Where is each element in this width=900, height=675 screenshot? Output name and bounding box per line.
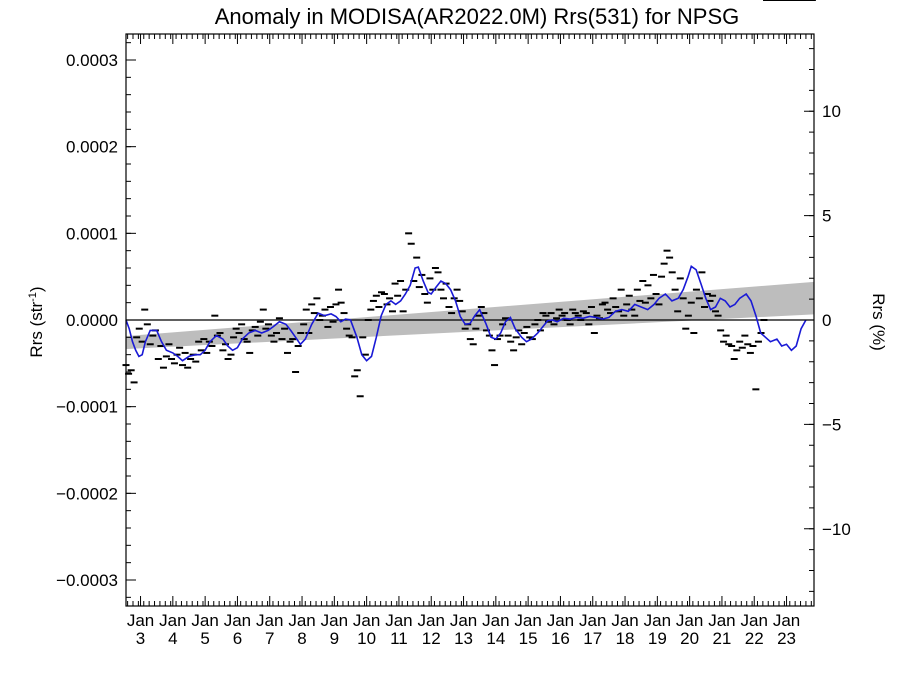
x-tick-year-11: 14 (486, 629, 505, 648)
x-tick-month-5: Jan (288, 611, 315, 630)
x-tick-month-10: Jan (450, 611, 477, 630)
x-tick-month-20: Jan (773, 611, 800, 630)
x-tick-year-6: 9 (330, 629, 339, 648)
x-tick-year-19: 22 (745, 629, 764, 648)
x-tick-month-2: Jan (191, 611, 218, 630)
right-tick-label-4: −10 (822, 520, 851, 539)
x-tick-year-5: 8 (297, 629, 306, 648)
x-tick-month-6: Jan (321, 611, 348, 630)
left-y-axis: 0.0003 0.0002 0.0001 0.0000 −0.0001 −0.0002 −0… (56, 51, 136, 590)
monthly-points (122, 0, 816, 398)
left-tick-label-1: 0.0002 (66, 138, 118, 157)
minor-ticks (126, 34, 814, 606)
x-tick-year-0: 3 (136, 629, 145, 648)
x-tick-year-7: 10 (357, 629, 376, 648)
left-tick-label-6: −0.0003 (56, 571, 118, 590)
left-tick-label-0: 0.0003 (66, 51, 118, 70)
x-tick-month-18: Jan (708, 611, 735, 630)
x-tick-year-14: 17 (583, 629, 602, 648)
left-tick-label-5: −0.0002 (56, 484, 118, 503)
x-tick-year-18: 21 (712, 629, 731, 648)
left-tick-label-3: 0.0000 (66, 311, 118, 330)
x-tick-year-16: 19 (648, 629, 667, 648)
x-tick-month-14: Jan (579, 611, 606, 630)
x-tick-month-17: Jan (676, 611, 703, 630)
x-tick-month-8: Jan (385, 611, 412, 630)
x-tick-month-12: Jan (514, 611, 541, 630)
right-tick-label-2: 0 (822, 311, 831, 330)
right-tick-label-0: 10 (822, 102, 841, 121)
x-tick-month-9: Jan (418, 611, 445, 630)
x-tick-year-10: 13 (454, 629, 473, 648)
x-tick-month-1: Jan (159, 611, 186, 630)
left-y-label-superscript: -1 (27, 292, 39, 302)
x-tick-month-3: Jan (224, 611, 251, 630)
x-tick-year-9: 12 (422, 629, 441, 648)
chart-title: Anomaly in MODISA(AR2022.0M) Rrs(531) fo… (215, 4, 740, 29)
x-tick-year-13: 16 (551, 629, 570, 648)
x-tick-year-17: 20 (680, 629, 699, 648)
left-tick-label-2: 0.0001 (66, 224, 118, 243)
x-tick-year-1: 4 (168, 629, 177, 648)
x-tick-year-20: 23 (777, 629, 796, 648)
x-tick-month-19: Jan (741, 611, 768, 630)
right-tick-label-1: 5 (822, 207, 831, 226)
x-tick-year-3: 6 (233, 629, 242, 648)
left-y-axis-label: Rrs (str-1) (27, 286, 46, 357)
x-axis: Jan3Jan4Jan5Jan6Jan7Jan8Jan9Jan10Jan11Ja… (127, 34, 800, 648)
left-y-label-close: ) (27, 286, 46, 292)
x-tick-month-4: Jan (256, 611, 283, 630)
plot-area (122, 0, 816, 607)
x-tick-year-8: 11 (390, 629, 408, 648)
x-tick-month-11: Jan (482, 611, 509, 630)
right-y-axis-label: Rrs (%) (869, 293, 888, 351)
x-tick-month-7: Jan (353, 611, 380, 630)
x-tick-year-15: 18 (616, 629, 635, 648)
right-y-axis: 10 5 0 −5 −10 (804, 102, 851, 539)
x-tick-month-13: Jan (547, 611, 574, 630)
right-tick-label-3: −5 (822, 415, 841, 434)
x-tick-year-4: 7 (265, 629, 274, 648)
x-tick-month-0: Jan (127, 611, 154, 630)
left-tick-label-4: −0.0001 (56, 398, 118, 417)
x-tick-month-16: Jan (644, 611, 671, 630)
x-tick-year-12: 15 (519, 629, 538, 648)
left-y-label-main: Rrs (str (27, 302, 46, 358)
x-tick-month-15: Jan (611, 611, 638, 630)
smoothed-anomaly-line (125, 265, 807, 362)
x-tick-year-2: 5 (200, 629, 209, 648)
